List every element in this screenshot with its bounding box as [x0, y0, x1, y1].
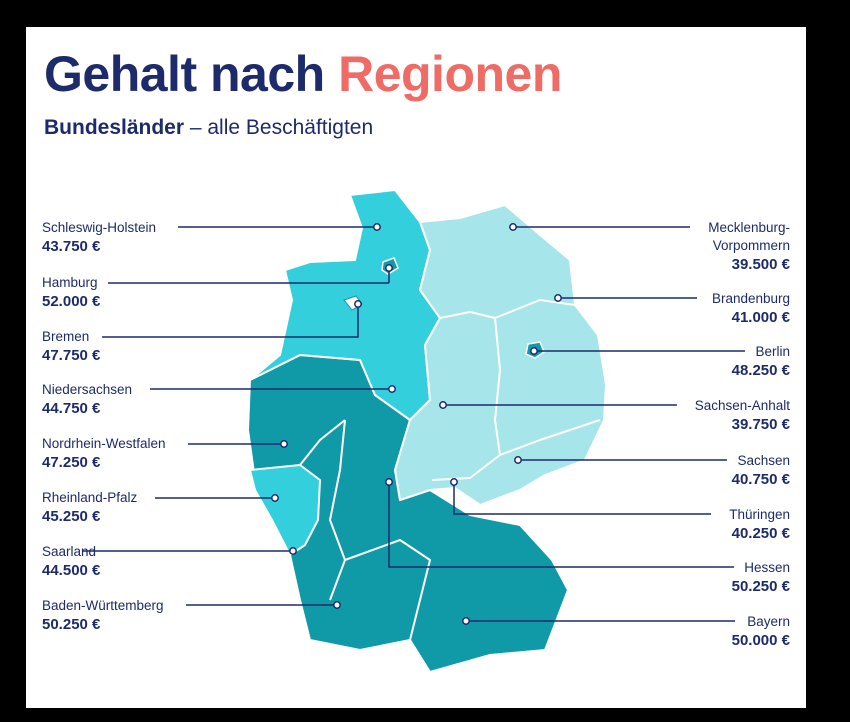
- region-name: Sachsen-Anhalt: [694, 398, 790, 413]
- region-name: Brandenburg: [711, 291, 790, 306]
- title-part-1: Gehalt nach: [44, 46, 325, 102]
- region-value: 39.500 €: [731, 256, 790, 273]
- marker-brandenburg: [554, 294, 562, 302]
- region-name: Schleswig-Holstein: [42, 220, 157, 235]
- title-part-2: Regionen: [338, 46, 562, 102]
- region-name: Saarland: [42, 544, 97, 559]
- label-brandenburg: Brandenburg 41.000 €: [712, 290, 790, 327]
- label-rheinland-pfalz: Rheinland-Pfalz 45.250 €: [42, 489, 137, 526]
- region-value: 41.000 €: [731, 309, 790, 326]
- marker-nordrhein-westfalen: [280, 440, 288, 448]
- region-name: Niedersachsen: [42, 382, 133, 397]
- region-value: 52.000 €: [42, 293, 101, 310]
- label-hessen: Hessen 50.250 €: [732, 559, 790, 596]
- region-name: Hamburg: [42, 275, 98, 290]
- label-bayern: Bayern 50.000 €: [732, 613, 790, 650]
- region-value: 40.750 €: [731, 471, 790, 488]
- region-name: Sachsen: [737, 453, 790, 468]
- marker-hessen: [385, 478, 393, 486]
- marker-niedersachsen: [388, 385, 396, 393]
- region-rheinland-pfalz-shape: [249, 464, 321, 556]
- region-value: 44.500 €: [42, 562, 101, 579]
- label-mecklenburg-vorpommern: Mecklenburg- Vorpommern 39.500 €: [708, 219, 790, 274]
- label-nordrhein-westfalen: Nordrhein-Westfalen 47.250 €: [42, 435, 166, 472]
- marker-mecklenburg-vorpommern: [509, 223, 517, 231]
- label-thueringen: Thüringen 40.250 €: [729, 506, 790, 543]
- marker-rheinland-pfalz: [271, 494, 279, 502]
- marker-baden-wuerttemberg: [333, 601, 341, 609]
- label-sachsen: Sachsen 40.750 €: [732, 452, 790, 489]
- region-value: 45.250 €: [42, 508, 101, 525]
- marker-hamburg: [385, 264, 393, 272]
- region-value: 50.000 €: [731, 632, 790, 649]
- region-east-shape: [394, 204, 607, 506]
- region-value: 43.750 €: [42, 238, 101, 255]
- region-name: Berlin: [755, 344, 790, 359]
- label-schleswig-holstein: Schleswig-Holstein 43.750 €: [42, 219, 156, 256]
- region-value: 44.750 €: [42, 400, 101, 417]
- marker-sachsen: [514, 456, 522, 464]
- marker-bayern: [462, 617, 470, 625]
- marker-saarland: [289, 547, 297, 555]
- region-value: 40.250 €: [731, 525, 790, 542]
- page-title: Gehalt nach Regionen: [44, 46, 562, 102]
- region-value: 47.750 €: [42, 347, 101, 364]
- label-baden-wuerttemberg: Baden-Württemberg 50.250 €: [42, 597, 164, 634]
- marker-thueringen: [450, 478, 458, 486]
- marker-bremen: [354, 300, 362, 308]
- region-name-line-1: Mecklenburg-: [708, 220, 790, 235]
- region-value: 50.250 €: [731, 578, 790, 595]
- region-name: Bayern: [747, 614, 790, 629]
- region-name: Rheinland-Pfalz: [42, 490, 138, 505]
- region-name: Baden-Württemberg: [42, 598, 164, 613]
- label-niedersachsen: Niedersachsen 44.750 €: [42, 381, 132, 418]
- subtitle-bold: Bundesländer: [44, 116, 185, 139]
- marker-berlin: [530, 347, 538, 355]
- region-name: Bremen: [42, 329, 90, 344]
- label-bremen: Bremen 47.750 €: [42, 328, 100, 365]
- region-value: 50.250 €: [42, 616, 101, 633]
- region-value: 47.250 €: [42, 454, 101, 471]
- region-name: Thüringen: [729, 507, 790, 522]
- label-hamburg: Hamburg 52.000 €: [42, 274, 100, 311]
- label-saarland: Saarland 44.500 €: [42, 543, 100, 580]
- region-value: 39.750 €: [731, 416, 790, 433]
- page-subtitle: Bundesländer – alle Beschäftigten: [44, 116, 373, 140]
- marker-schleswig-holstein: [373, 223, 381, 231]
- region-name: Nordrhein-Westfalen: [42, 436, 166, 451]
- subtitle-rest: – alle Beschäftigten: [184, 116, 374, 139]
- marker-sachsen-anhalt: [439, 401, 447, 409]
- label-sachsen-anhalt: Sachsen-Anhalt 39.750 €: [695, 397, 790, 434]
- region-value: 48.250 €: [731, 362, 790, 379]
- region-name: Hessen: [744, 560, 790, 575]
- label-berlin: Berlin 48.250 €: [732, 343, 790, 380]
- region-name-line-2: Vorpommern: [712, 238, 790, 253]
